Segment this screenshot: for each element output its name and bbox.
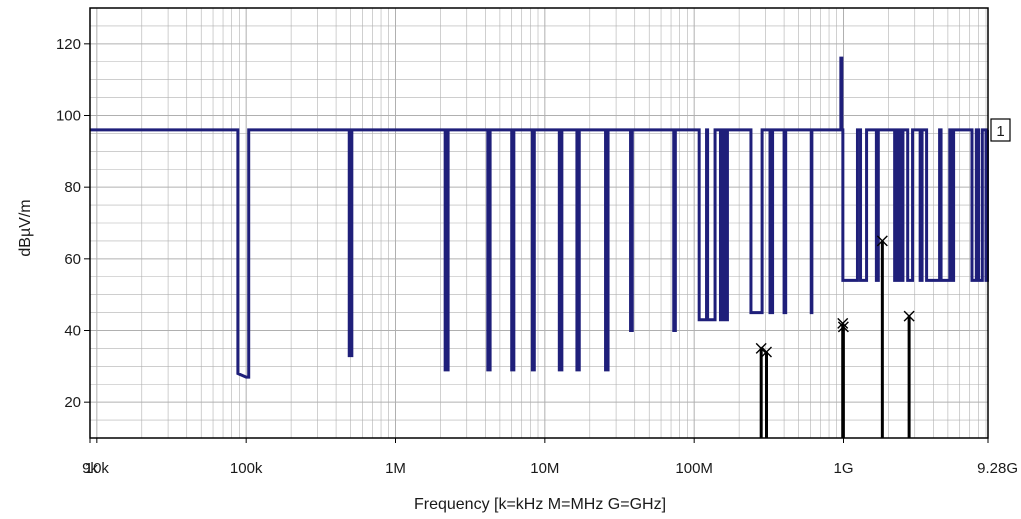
plot-frame [89,7,989,439]
x-axis-title: Frequency [k=kHz M=MHz G=GHz] [414,496,666,513]
limit-line [90,56,989,379]
x-tick-label: 9.28G [977,460,1018,477]
x-tick-label: 9k [82,460,98,477]
peak-marker [761,346,772,358]
y-tick-label: 120 [56,36,81,53]
peak-marker [755,342,767,354]
peak-marker [876,235,888,247]
limit-line-label-text: 1 [996,123,1004,140]
y-tick-label: 60 [64,251,81,268]
x-tick-label: 1G [834,460,854,477]
measurement-series [755,235,915,438]
peak-marker [903,310,915,322]
x-tick-label: 10M [530,460,559,477]
y-axis-title: dBµV/m [17,199,34,256]
limit-line-label: 1 [990,118,1011,142]
y-axis-ticks: 20 40 60 80 100 120 [56,36,90,411]
x-tick-label: 100k [230,460,263,477]
y-tick-label: 80 [64,179,81,196]
x-tick-label: 100M [675,460,713,477]
y-tick-label: 100 [56,108,81,125]
peak-marker [837,317,849,329]
y-tick-label: 20 [64,394,81,411]
y-tick-label: 40 [64,323,81,340]
x-tick-label: 10k [85,460,110,477]
peak-marker [837,321,849,333]
limit-series [90,56,989,379]
x-tick-label: 1M [385,460,406,477]
